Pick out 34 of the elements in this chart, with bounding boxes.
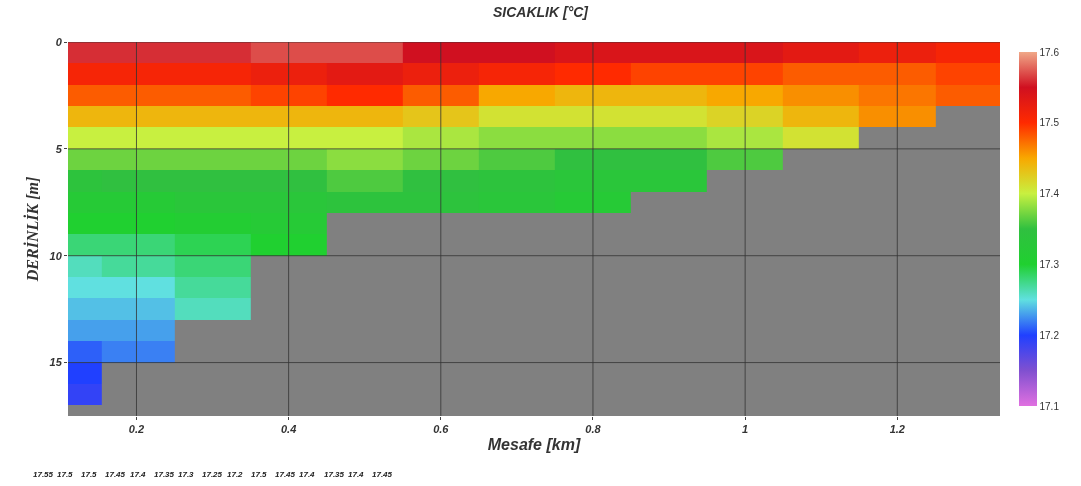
text: 17.4: [348, 470, 365, 479]
text: 17.35: [324, 470, 345, 479]
x-tick-label: 0.8: [585, 423, 602, 436]
x-tick-label: 1.2: [889, 423, 905, 436]
color-bar-label: 17.3: [1039, 258, 1060, 270]
text: 17.55: [33, 470, 54, 479]
y-tick-label: 0: [55, 35, 63, 48]
text: 17.4: [299, 470, 316, 479]
x-tick-label: 0.6: [433, 423, 450, 436]
chart-title: SICAKLIK [°C]: [492, 4, 590, 21]
color-bar-label: 17.4: [1039, 188, 1060, 200]
color-bar-label: 17.5: [1039, 117, 1060, 129]
text: 17.45: [105, 470, 126, 479]
text: 17.3: [178, 470, 195, 479]
text: 17.5: [57, 470, 74, 479]
text: 17.5: [251, 470, 268, 479]
color-bar-label: 17.1: [1039, 400, 1060, 412]
color-bar-label: 17.2: [1039, 329, 1060, 341]
text: 17.2: [227, 470, 244, 479]
text: 17.25: [202, 470, 223, 479]
text: 17.5: [81, 470, 98, 479]
y-axis-title: DERİNLİK [m]: [23, 176, 42, 283]
x-tick-label: 1: [742, 423, 749, 436]
text: 17.45: [275, 470, 296, 479]
x-axis-title: Mesafe [km]: [487, 435, 581, 453]
y-tick-label: 10: [49, 249, 63, 262]
text: 17.35: [154, 470, 175, 479]
x-tick-label: 0.4: [280, 423, 297, 436]
y-tick-label: 15: [49, 356, 63, 369]
y-tick-label: 5: [55, 142, 63, 155]
text: 17.4: [130, 470, 147, 479]
text: 17.45: [372, 470, 393, 479]
color-bar-label: 17.6: [1039, 46, 1060, 58]
x-tick-label: 0.2: [128, 423, 145, 436]
